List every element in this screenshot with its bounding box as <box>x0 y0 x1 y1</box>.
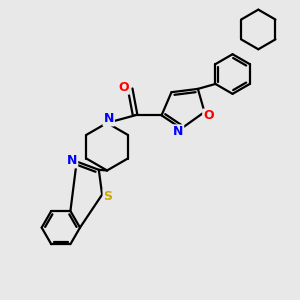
Text: N: N <box>103 112 114 125</box>
Text: O: O <box>118 81 129 94</box>
Text: N: N <box>67 154 77 167</box>
Text: S: S <box>103 190 112 203</box>
Text: N: N <box>173 125 183 138</box>
Text: O: O <box>203 110 214 122</box>
